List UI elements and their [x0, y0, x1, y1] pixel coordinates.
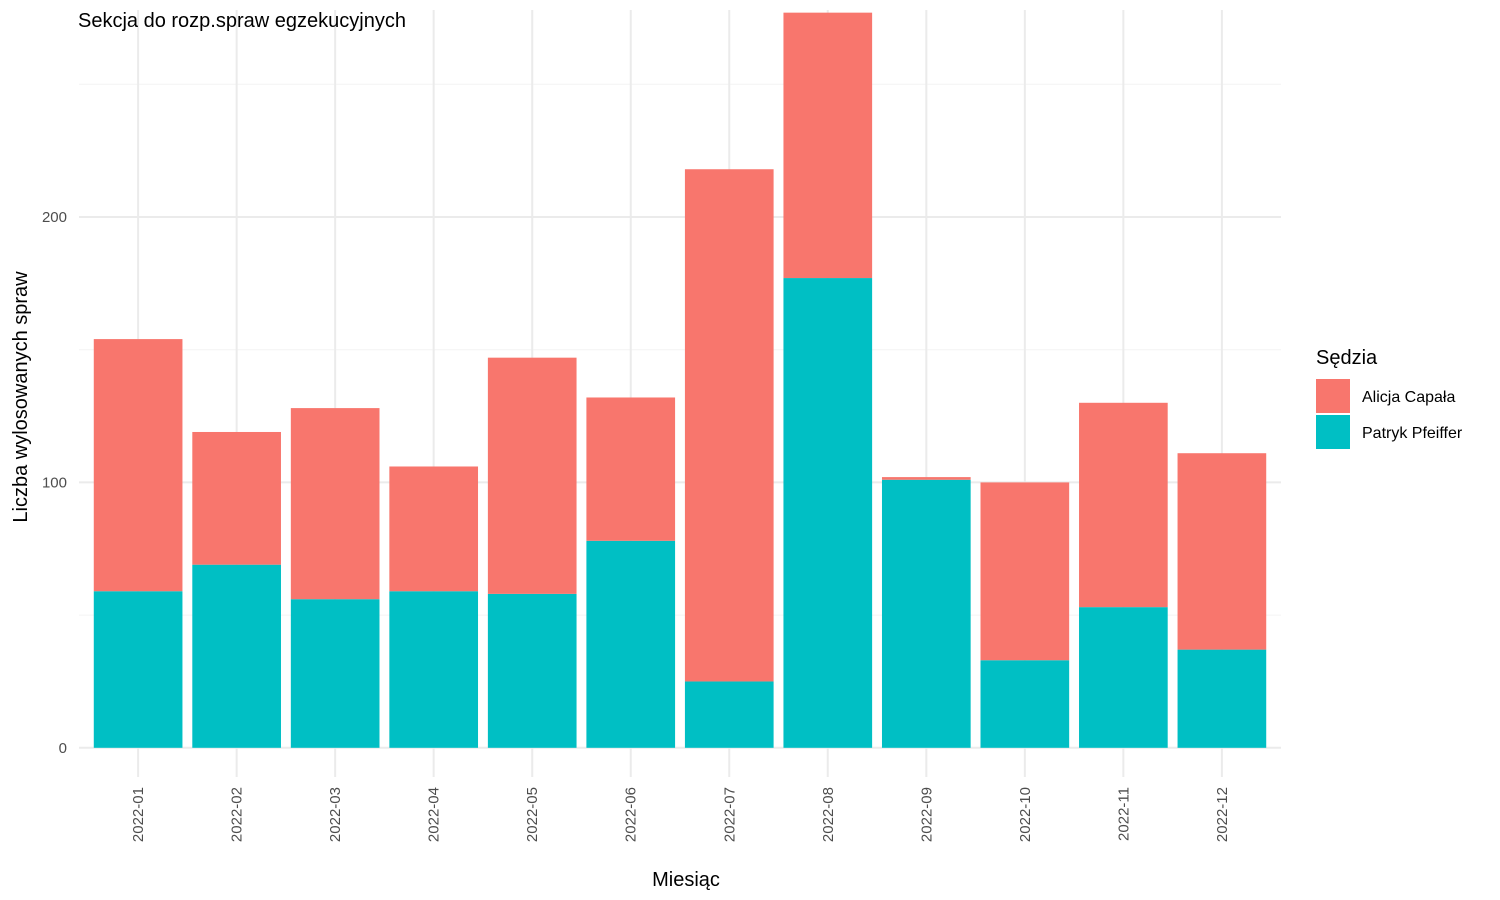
y-tick-label: 0 — [59, 740, 67, 757]
bar-2022-06-alicja-capała — [586, 397, 676, 541]
x-tick-label: 2022-05 — [524, 787, 541, 842]
x-tick-label: 2022-04 — [426, 787, 443, 842]
bar-2022-07-patryk-pfeiffer — [684, 681, 774, 748]
chart-title: Sekcja do rozp.spraw egzekucyjnych — [78, 10, 406, 32]
y-tick-label: 100 — [42, 474, 67, 491]
legend-label-patryk-pfeiffer: Patryk Pfeiffer — [1362, 425, 1463, 442]
bar-2022-02-patryk-pfeiffer — [192, 564, 281, 748]
bar-2022-05-patryk-pfeiffer — [487, 593, 577, 748]
x-tick-label: 2022-02 — [229, 787, 246, 842]
legend: Sędzia Alicja Capała Patryk Pfeiffer — [1316, 347, 1463, 449]
legend-swatch-patryk-pfeiffer — [1316, 415, 1350, 449]
x-axis-ticks: 2022-01 2022-02 2022-03 2022-04 2022-05 2022-… — [130, 787, 1231, 842]
y-axis-title: Liczba wylosowanych spraw — [10, 271, 32, 523]
x-tick-label: 2022-11 — [1115, 787, 1132, 841]
bar-2022-09-patryk-pfeiffer — [881, 479, 971, 748]
x-tick-label: 2022-12 — [1214, 787, 1231, 842]
bar-2022-10-alicja-capała — [980, 482, 1070, 661]
bar-2022-07-alicja-capała — [684, 169, 774, 682]
bar-2022-12-alicja-capała — [1177, 453, 1267, 650]
bar-2022-06-patryk-pfeiffer — [586, 540, 676, 748]
x-axis-title: Miesiąc — [652, 869, 720, 891]
x-tick-label: 2022-03 — [327, 787, 344, 842]
bar-2022-05-alicja-capała — [487, 357, 577, 594]
legend-title: Sędzia — [1316, 347, 1378, 369]
bar-2022-01-patryk-pfeiffer — [93, 591, 183, 748]
x-tick-label: 2022-01 — [130, 787, 147, 842]
y-tick-label: 200 — [42, 209, 67, 226]
bar-2022-03-alicja-capała — [290, 408, 380, 600]
bar-2022-08-alicja-capała — [783, 12, 873, 279]
y-axis-ticks: 0 100 200 — [42, 209, 67, 757]
bar-2022-11-alicja-capała — [1079, 402, 1168, 608]
bar-2022-04-patryk-pfeiffer — [389, 591, 479, 748]
bar-2022-10-patryk-pfeiffer — [980, 660, 1070, 748]
bar-2022-08-patryk-pfeiffer — [783, 278, 873, 748]
bar-2022-04-alicja-capała — [389, 466, 479, 592]
bar-2022-02-alicja-capała — [192, 431, 281, 565]
x-tick-label: 2022-06 — [623, 787, 640, 842]
x-tick-label: 2022-08 — [820, 787, 837, 842]
bars — [93, 12, 1267, 748]
bar-2022-12-patryk-pfeiffer — [1177, 649, 1267, 748]
bar-2022-01-alicja-capała — [93, 339, 183, 592]
x-tick-label: 2022-07 — [721, 787, 738, 842]
legend-swatch-alicja-capala — [1316, 379, 1350, 413]
x-tick-label: 2022-10 — [1017, 787, 1034, 842]
x-tick-label: 2022-09 — [918, 787, 935, 842]
bar-2022-09-alicja-capała — [881, 477, 971, 480]
bar-2022-03-patryk-pfeiffer — [290, 599, 380, 748]
legend-label-alicja-capala: Alicja Capała — [1362, 389, 1455, 406]
bar-2022-11-patryk-pfeiffer — [1079, 607, 1168, 748]
